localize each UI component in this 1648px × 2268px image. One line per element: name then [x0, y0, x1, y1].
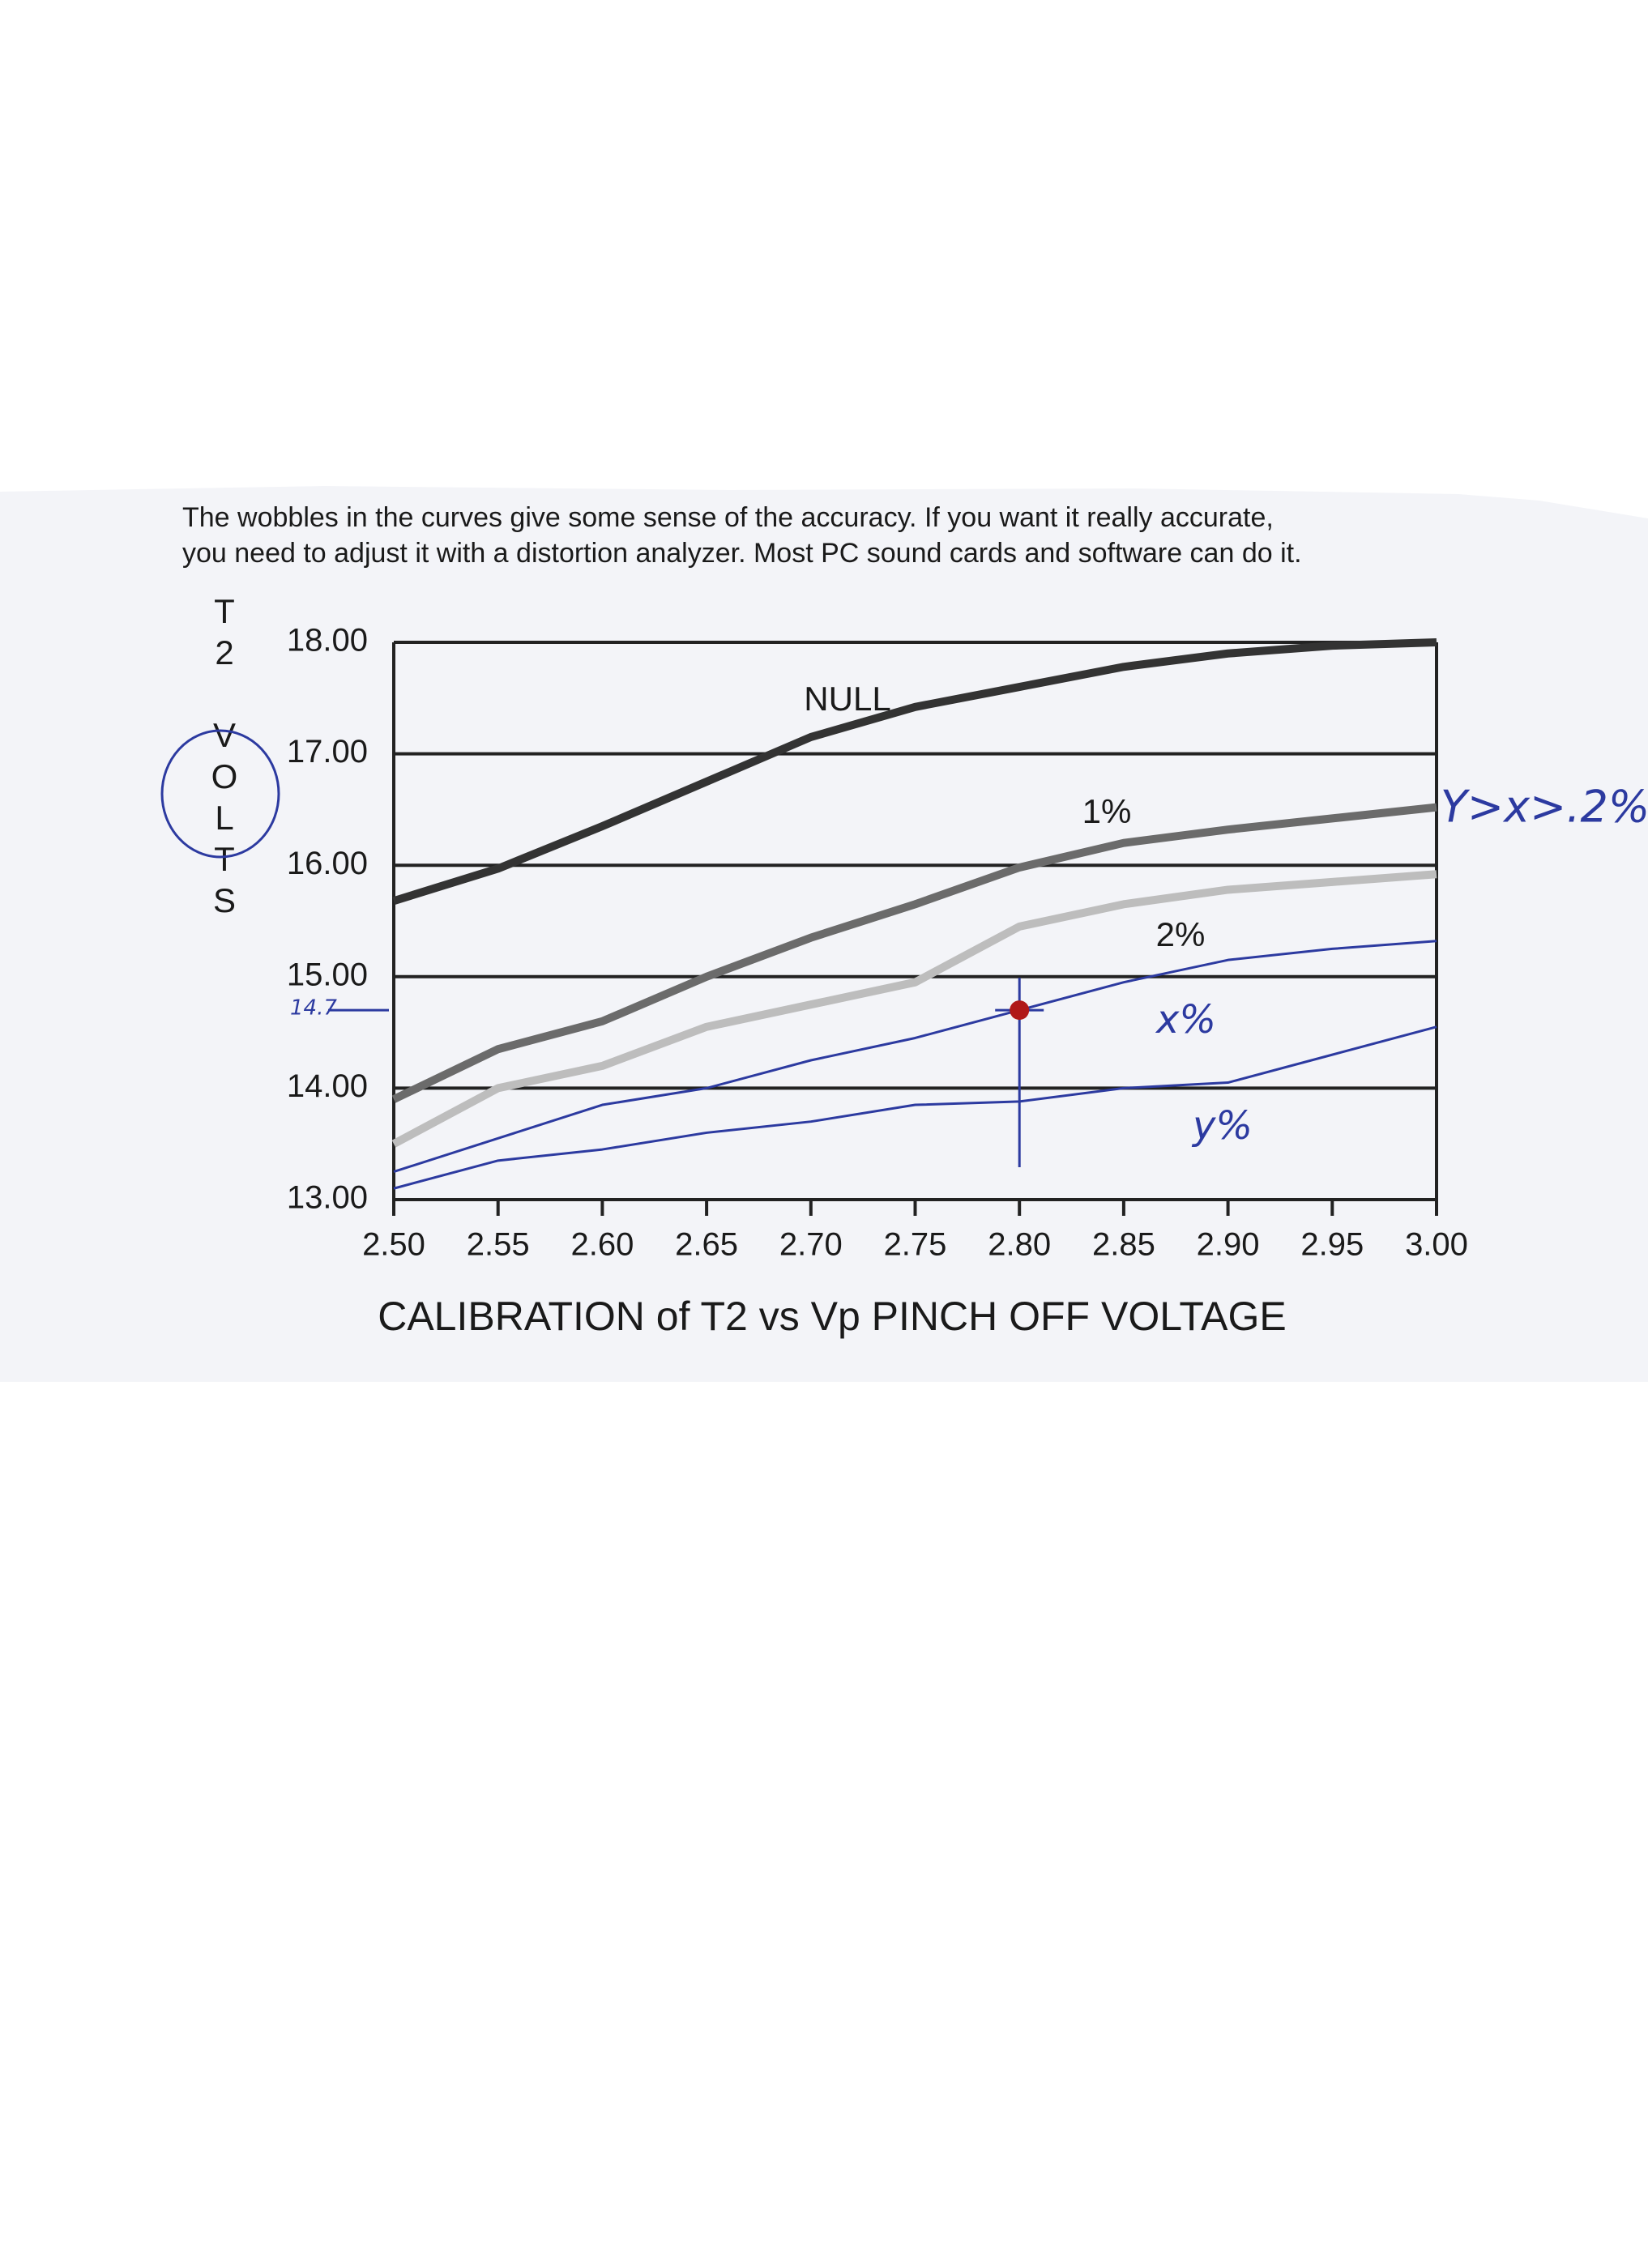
- series-label: x%: [1155, 997, 1216, 1042]
- series-line: [393, 1025, 1437, 1190]
- marker-point: [1010, 1000, 1030, 1021]
- y-tick-label: 15.00: [287, 957, 368, 992]
- hand-circle: [160, 729, 280, 859]
- annotation: Y>x>.2%: [1441, 782, 1648, 833]
- caption-line: The wobbles in the curves give some sens…: [182, 502, 1274, 533]
- y-tick-label: 13.00: [287, 1180, 368, 1216]
- x-tick-label: 2.75: [884, 1227, 947, 1263]
- series-label: 2%: [1156, 915, 1206, 953]
- series-label: y%: [1191, 1103, 1253, 1149]
- x-tick-label: 2.65: [675, 1227, 738, 1263]
- series-label: 1%: [1082, 792, 1132, 830]
- x-tick-label: 3.00: [1405, 1227, 1468, 1263]
- series-line: [391, 870, 1437, 1148]
- y-tick-label: 16.00: [287, 846, 368, 881]
- marker-label: 14.7: [290, 996, 337, 1021]
- x-tick-label: 2.70: [779, 1227, 843, 1263]
- caption-line: you need to adjust it with a distortion …: [182, 538, 1302, 569]
- y-axis-label: T2 VOLTS: [206, 592, 244, 923]
- x-tick-label: 2.50: [362, 1227, 425, 1263]
- series-line: [392, 638, 1437, 906]
- series-line: [393, 940, 1437, 1174]
- y-tick-label: 18.00: [287, 623, 368, 659]
- x-tick-label: 2.90: [1197, 1227, 1260, 1263]
- y-tick-label: 14.00: [287, 1068, 368, 1104]
- series-label: NULL: [804, 680, 890, 718]
- x-tick-label: 2.80: [988, 1227, 1051, 1263]
- series-line: [391, 803, 1437, 1103]
- x-tick-label: 2.95: [1300, 1227, 1364, 1263]
- x-tick-label: 2.60: [570, 1227, 634, 1263]
- chart-title: CALIBRATION of T2 vs Vp PINCH OFF VOLTAG…: [378, 1294, 1287, 1339]
- x-tick-label: 2.55: [467, 1227, 530, 1263]
- x-tick-label: 2.85: [1092, 1227, 1155, 1263]
- y-tick-label: 17.00: [287, 734, 368, 770]
